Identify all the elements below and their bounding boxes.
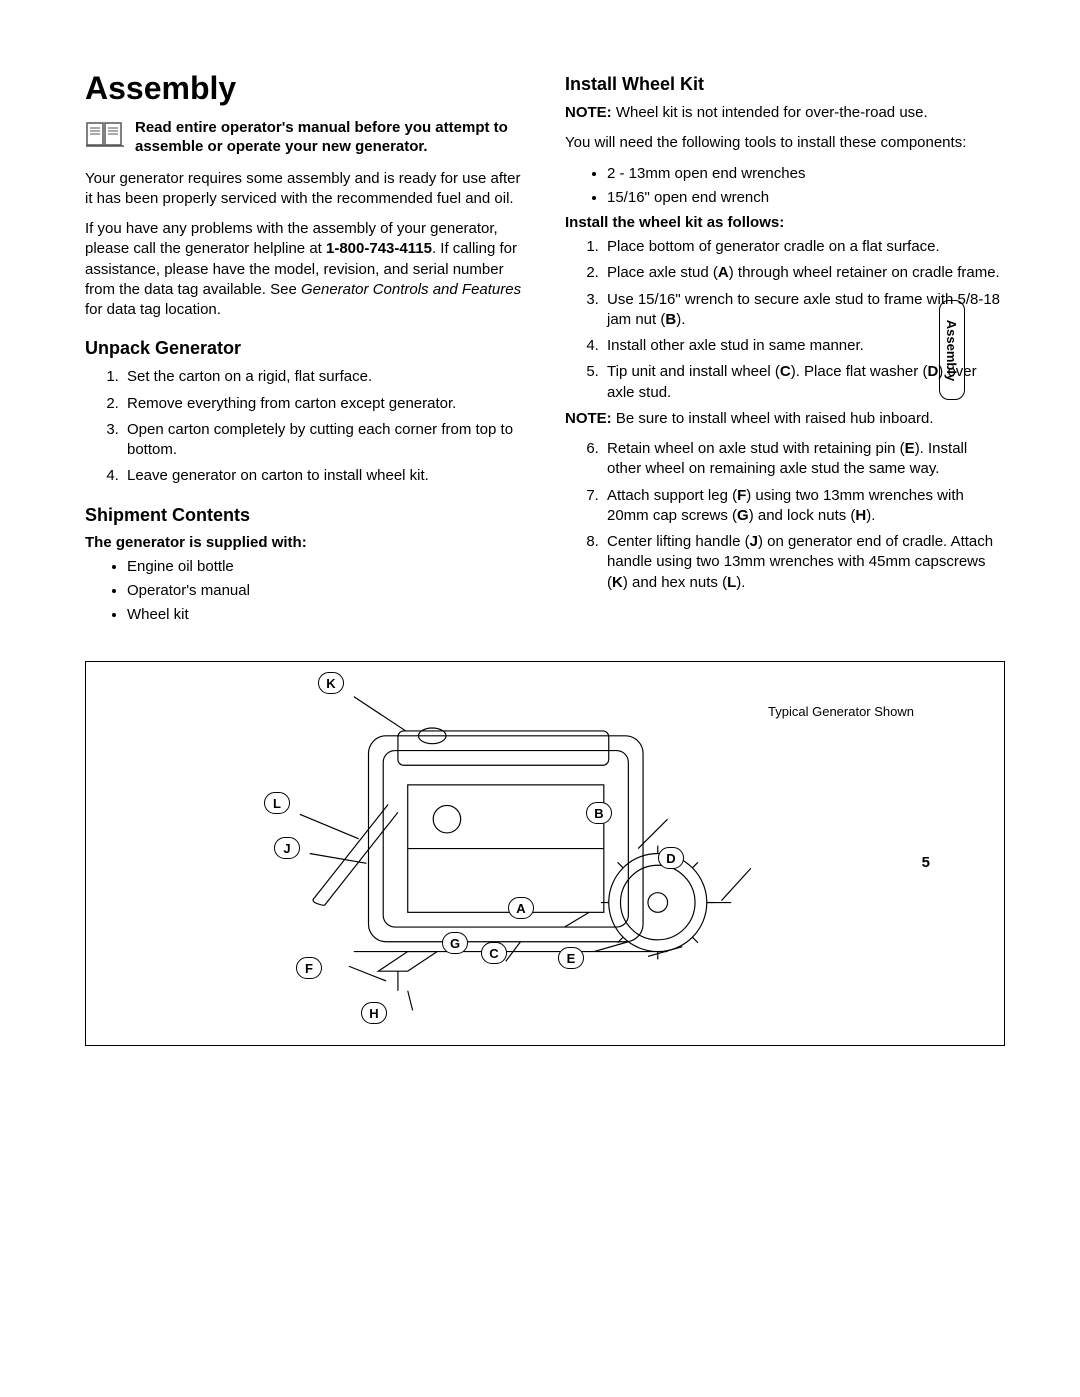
- callout-d: D: [658, 847, 684, 869]
- diagram-caption: Typical Generator Shown: [768, 704, 914, 719]
- shipment-sub: The generator is supplied with:: [85, 534, 525, 551]
- shipment-item: Engine oil bottle: [127, 557, 525, 577]
- side-tab-label: Assembly: [945, 319, 960, 380]
- install-step: Place bottom of generator cradle on a fl…: [603, 237, 1005, 257]
- generator-diagram: [101, 677, 989, 1030]
- install-sub: Install the wheel kit as follows:: [565, 214, 1005, 231]
- shipment-item: Operator's manual: [127, 581, 525, 601]
- unpack-step: Leave generator on carton to install whe…: [123, 466, 525, 486]
- install-step: Center lifting handle (J) on generator e…: [603, 532, 1005, 593]
- unpack-step: Remove everything from carton except gen…: [123, 394, 525, 414]
- install-step: Attach support leg (F) using two 13mm wr…: [603, 486, 1005, 527]
- unpack-step: Set the carton on a rigid, flat surface.: [123, 367, 525, 387]
- page-title: Assembly: [85, 70, 525, 107]
- install-step: Retain wheel on axle stud with retaining…: [603, 439, 1005, 480]
- install-steps-b: Retain wheel on axle stud with retaining…: [565, 439, 1005, 593]
- intro-p1: Your generator requires some assembly an…: [85, 169, 525, 210]
- left-column: Assembly Read entire operator's manual b…: [85, 70, 525, 631]
- warning-block: Read entire operator's manual before you…: [85, 119, 525, 157]
- callout-j: J: [274, 837, 300, 859]
- note-text: Wheel kit is not intended for over-the-r…: [612, 104, 928, 121]
- callout-h: H: [361, 1002, 387, 1024]
- diagram-container: Typical Generator Shown: [85, 661, 1005, 1046]
- shipment-list: Engine oil bottle Operator's manual Whee…: [85, 557, 525, 626]
- intro-phone: 1-800-743-4115: [326, 240, 432, 257]
- shipment-item: Wheel kit: [127, 605, 525, 625]
- intro-p2-italic: Generator Controls and Features: [301, 281, 521, 298]
- tool-item: 2 - 13mm open end wrenches: [607, 164, 1005, 184]
- callout-b: B: [586, 802, 612, 824]
- callout-k: K: [318, 672, 344, 694]
- unpack-step: Open carton completely by cutting each c…: [123, 420, 525, 461]
- note-label: NOTE:: [565, 104, 612, 121]
- note-text: Be sure to install wheel with raised hub…: [612, 410, 934, 427]
- intro-p2-suffix: for data tag location.: [85, 301, 221, 318]
- install-note1: NOTE: Wheel kit is not intended for over…: [565, 103, 1005, 123]
- callout-g: G: [442, 932, 468, 954]
- callout-c: C: [481, 942, 507, 964]
- install-step: Place axle stud (A) through wheel retain…: [603, 263, 1005, 283]
- install-note2: NOTE: Be sure to install wheel with rais…: [565, 409, 1005, 429]
- tool-item: 15/16" open end wrench: [607, 188, 1005, 208]
- page-number: 5: [922, 854, 930, 871]
- callout-l: L: [264, 792, 290, 814]
- unpack-list: Set the carton on a rigid, flat surface.…: [85, 367, 525, 486]
- manual-icon: [85, 119, 125, 149]
- intro-p2: If you have any problems with the assemb…: [85, 219, 525, 320]
- side-tab: Assembly: [939, 300, 965, 400]
- note-label: NOTE:: [565, 410, 612, 427]
- install-heading: Install Wheel Kit: [565, 74, 1005, 95]
- callout-e: E: [558, 947, 584, 969]
- callout-f: F: [296, 957, 322, 979]
- tools-list: 2 - 13mm open end wrenches 15/16" open e…: [565, 164, 1005, 209]
- callout-a: A: [508, 897, 534, 919]
- tools-intro: You will need the following tools to ins…: [565, 133, 1005, 153]
- unpack-heading: Unpack Generator: [85, 338, 525, 359]
- warning-text: Read entire operator's manual before you…: [135, 119, 525, 157]
- shipment-heading: Shipment Contents: [85, 505, 525, 526]
